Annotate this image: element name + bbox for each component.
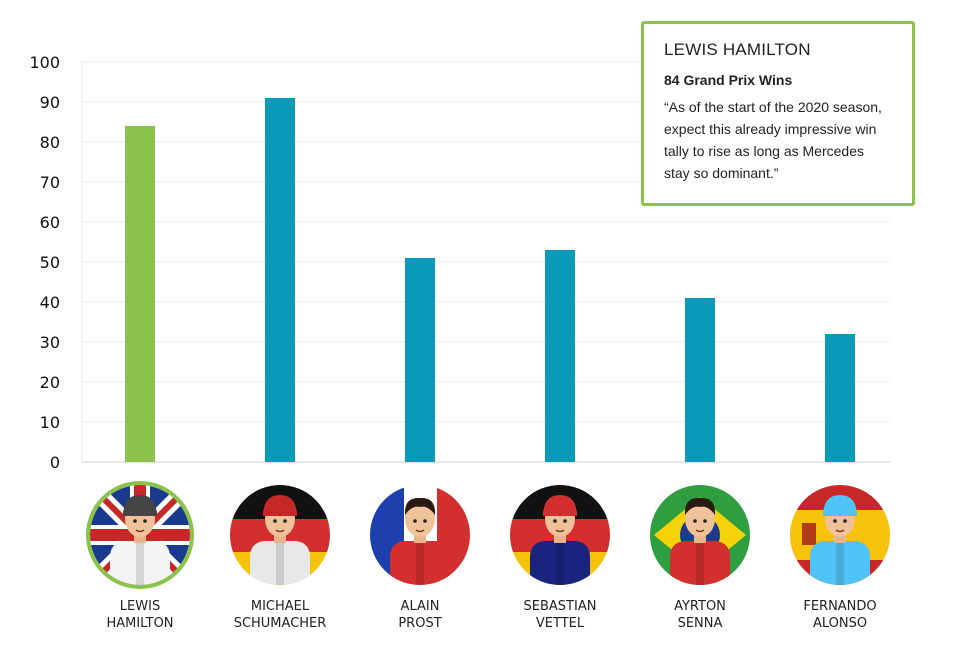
y-tick-label: 20	[40, 373, 60, 392]
y-tick-label: 80	[40, 133, 60, 152]
bar[interactable]	[125, 126, 155, 462]
y-tick-label: 90	[40, 93, 60, 112]
x-category-label: MICHAEL SCHUMACHER	[210, 598, 350, 632]
bar[interactable]	[685, 298, 715, 462]
y-tick-label: 10	[40, 413, 60, 432]
bar[interactable]	[825, 334, 855, 462]
x-category-label: LEWIS HAMILTON	[70, 598, 210, 632]
x-category-label-line: FERNANDO	[803, 599, 877, 614]
x-category-label: FERNANDO ALONSO	[770, 598, 910, 632]
driver-tooltip: LEWIS HAMILTON 84 Grand Prix Wins “As of…	[641, 21, 915, 206]
x-category-label-line: SEBASTIAN	[523, 599, 597, 614]
x-category-label-line: ALAIN	[400, 599, 440, 614]
tooltip-subtitle: 84 Grand Prix Wins	[664, 72, 793, 88]
bar[interactable]	[265, 98, 295, 462]
x-category-label-line: PROST	[398, 616, 442, 631]
x-category-label-line: MICHAEL	[250, 599, 310, 614]
x-category-label-line: VETTEL	[535, 616, 585, 631]
x-category-label-line: AYRTON	[674, 599, 726, 614]
y-tick-label: 50	[40, 253, 60, 272]
x-category-label-line: ALONSO	[812, 616, 868, 631]
y-tick-label: 30	[40, 333, 60, 352]
x-category-label-line: SENNA	[677, 616, 723, 631]
bar[interactable]	[545, 250, 575, 462]
x-category-label: AYRTON SENNA	[630, 598, 770, 632]
tooltip-quote: “As of the start of the 2020 season, exp…	[664, 99, 882, 181]
selected-avatar-ring	[86, 481, 194, 589]
tooltip-title: LEWIS HAMILTON	[664, 40, 811, 59]
x-category-label-line: HAMILTON	[106, 616, 174, 631]
driver-avatar-uk-flag[interactable]	[86, 481, 194, 589]
driver-avatar-germany-flag[interactable]	[230, 485, 330, 585]
x-category-label: SEBASTIAN VETTEL	[490, 598, 630, 632]
y-tick-label: 100	[29, 53, 60, 72]
driver-avatar-brazil-flag[interactable]	[650, 485, 750, 585]
driver-avatar-france-flag[interactable]	[370, 485, 470, 585]
driver-avatar-spain-flag[interactable]	[790, 485, 890, 585]
driver-avatar-germany-flag[interactable]	[510, 485, 610, 585]
x-category-label-line: LEWIS	[119, 599, 161, 614]
y-tick-label: 60	[40, 213, 60, 232]
y-tick-label: 70	[40, 173, 60, 192]
x-category-label: ALAIN PROST	[350, 598, 490, 632]
x-category-label-line: SCHUMACHER	[233, 616, 327, 631]
y-tick-label: 0	[50, 453, 60, 472]
y-tick-label: 40	[40, 293, 60, 312]
bar[interactable]	[405, 258, 435, 462]
